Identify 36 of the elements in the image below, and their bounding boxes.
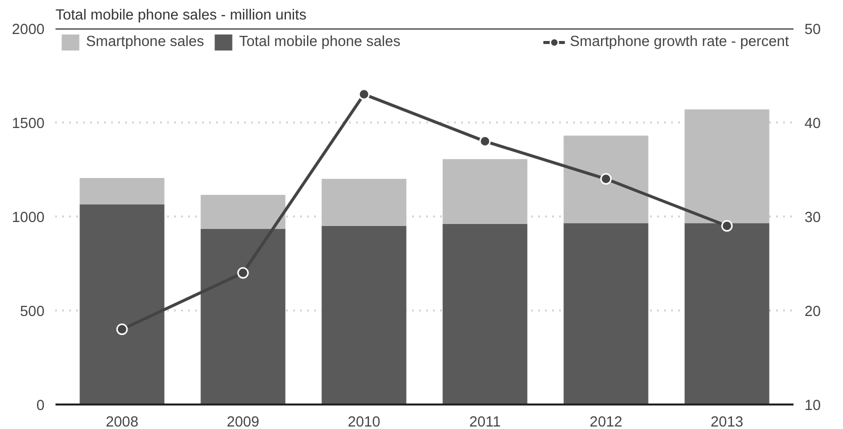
y2-tick-label: 40 [804, 116, 821, 132]
bar [322, 226, 406, 404]
x-tick-label: 2008 [106, 414, 138, 429]
bar [80, 204, 164, 404]
y2-tick-label: 10 [804, 398, 821, 414]
point [721, 220, 733, 232]
bar [442, 224, 528, 404]
legend-label: Smartphone sales [86, 34, 204, 50]
x-tick-label: 2013 [710, 414, 744, 429]
point [600, 173, 612, 185]
y-tick-label: 1000 [12, 210, 45, 226]
bar [442, 159, 528, 224]
y-axis-title: Total mobile phone sales - million units [56, 8, 306, 24]
bar [80, 178, 164, 204]
bar [684, 223, 770, 404]
x-tick-label: 2012 [590, 414, 622, 429]
y-tick-label: 0 [36, 398, 45, 414]
point [358, 88, 370, 100]
bar [564, 136, 648, 224]
y-tick-label: 1500 [12, 116, 45, 132]
x-tick-label: 2009 [226, 414, 260, 429]
y-tick-label: 500 [20, 304, 45, 320]
y2-tick-label: 30 [804, 210, 821, 226]
bar [322, 178, 406, 226]
y2-tick-label: 20 [804, 304, 821, 320]
bar [564, 223, 648, 404]
legend-label: Smartphone growth rate - percent [570, 34, 789, 50]
y2-tick-label: 50 [804, 22, 821, 38]
x-tick-label: 2010 [348, 414, 380, 429]
bar [200, 228, 286, 404]
x-tick-label: 2011 [469, 414, 501, 429]
bar [200, 194, 286, 229]
y-tick-label: 2000 [12, 22, 45, 38]
point [116, 324, 128, 336]
legend-label: Total mobile phone sales [239, 34, 400, 50]
point [237, 267, 249, 279]
